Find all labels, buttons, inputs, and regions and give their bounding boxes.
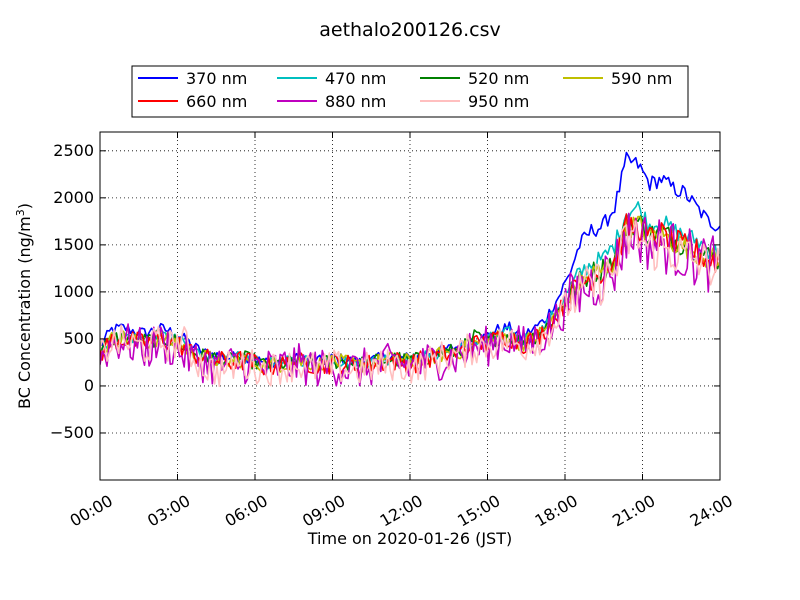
x-tick-label: 06:00: [222, 491, 271, 531]
legend-label: 590 nm: [611, 69, 672, 88]
y-axis-label-superscript: 3: [14, 209, 27, 216]
y-tick-label: 1500: [53, 235, 94, 254]
legend-label: 470 nm: [325, 69, 386, 88]
legend-label: 520 nm: [468, 69, 529, 88]
x-tick-label: 21:00: [609, 491, 658, 531]
x-tick-label: 12:00: [377, 491, 426, 531]
legend-label: 660 nm: [186, 92, 247, 111]
x-tick-label: 24:00: [687, 491, 736, 531]
y-tick-label: 500: [63, 329, 94, 348]
y-tick-label: 1000: [53, 282, 94, 301]
y-tick-label: 2500: [53, 141, 94, 160]
series-line-950-nm: [100, 220, 720, 388]
y-axis-label: BC Concentration (ng/m3): [14, 203, 34, 409]
x-tick-label: 09:00: [299, 491, 348, 531]
x-tick-label: 00:00: [67, 491, 116, 531]
y-axis-label-close: ): [15, 203, 34, 209]
legend-label: 880 nm: [325, 92, 386, 111]
legend-label: 950 nm: [468, 92, 529, 111]
grid-lines: [100, 132, 720, 480]
legend-box: [131, 65, 689, 118]
y-tick-label: 2000: [53, 188, 94, 207]
x-axis-label: Time on 2020-01-26 (JST): [307, 529, 512, 548]
chart-title: aethalo200126.csv: [319, 19, 501, 41]
y-tick-label: −500: [50, 423, 94, 442]
series-lines: [100, 151, 720, 388]
y-axis-label-main: BC Concentration (ng/m: [15, 216, 34, 409]
legend: 370 nm 470 nm 520 nm 590 nm 660 nm 880 nm 950 …: [131, 65, 689, 118]
y-tick-label: 0: [84, 376, 94, 395]
x-tick-label: 03:00: [144, 491, 193, 531]
legend-label: 370 nm: [186, 69, 247, 88]
x-tick-label: 18:00: [532, 491, 581, 531]
x-tick-label: 15:00: [454, 491, 503, 531]
